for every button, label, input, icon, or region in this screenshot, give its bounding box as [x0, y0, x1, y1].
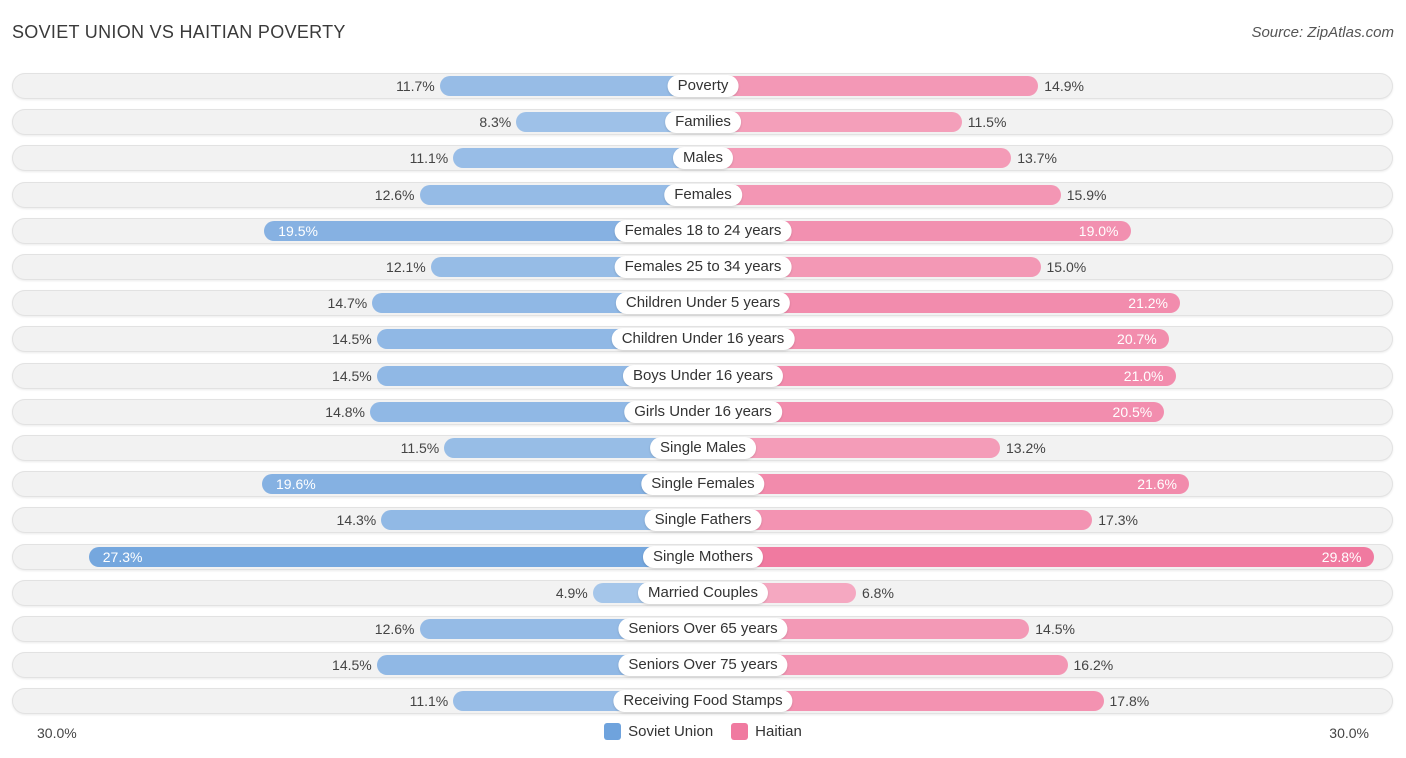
- bar-haitian-females[interactable]: [703, 185, 1061, 205]
- value-label-soviet-union-seniors-over-75-years: 14.5%: [332, 657, 372, 673]
- bar-soviet-union-families[interactable]: [516, 112, 703, 132]
- bar-haitian-single-fathers[interactable]: [703, 510, 1093, 530]
- bar-soviet-union-boys-under-16-years[interactable]: [376, 366, 703, 386]
- bar-haitian-single-females[interactable]: [703, 474, 1189, 494]
- bar-soviet-union-males[interactable]: [453, 148, 703, 168]
- value-label-haitian-families: 11.5%: [967, 114, 1007, 130]
- category-label-males: Males: [672, 147, 734, 169]
- category-label-seniors-over-65-years: Seniors Over 65 years: [618, 618, 788, 640]
- value-label-soviet-union-females-25-to-34-years: 12.1%: [386, 259, 426, 275]
- category-label-seniors-over-75-years: Seniors Over 75 years: [618, 654, 788, 676]
- category-label-single-mothers: Single Mothers: [642, 546, 764, 568]
- value-label-haitian-receiving-food-stamps: 17.8%: [1109, 693, 1150, 709]
- value-label-haitian-girls-under-16-years: 20.5%: [1112, 404, 1153, 420]
- value-label-soviet-union-poverty: 11.7%: [396, 78, 435, 94]
- value-label-haitian-single-females: 21.6%: [1137, 476, 1177, 492]
- value-label-soviet-union-females-18-to-24-years: 19.5%: [278, 223, 318, 239]
- bar-soviet-union-females[interactable]: [419, 185, 703, 205]
- bar-haitian-males[interactable]: [703, 148, 1012, 168]
- value-label-soviet-union-single-mothers: 27.3%: [102, 549, 143, 565]
- value-label-haitian-single-fathers: 17.3%: [1098, 512, 1138, 528]
- value-label-haitian-boys-under-16-years: 21.0%: [1123, 368, 1164, 384]
- category-label-females: Females: [664, 184, 742, 206]
- value-label-soviet-union-single-fathers: 14.3%: [336, 512, 377, 528]
- bar-soviet-union-single-males[interactable]: [444, 438, 703, 458]
- category-label-females-18-to-24-years: Females 18 to 24 years: [614, 220, 792, 242]
- bar-haitian-poverty[interactable]: [703, 76, 1039, 96]
- value-label-soviet-union-single-females: 19.6%: [276, 476, 316, 492]
- value-label-soviet-union-girls-under-16-years: 14.8%: [325, 404, 365, 420]
- bar-soviet-union-girls-under-16-years[interactable]: [370, 402, 703, 422]
- category-label-families: Families: [665, 111, 741, 133]
- category-label-married-couples: Married Couples: [637, 582, 769, 604]
- value-label-haitian-seniors-over-65-years: 14.5%: [1035, 621, 1075, 637]
- value-label-haitian-females-25-to-34-years: 15.0%: [1046, 259, 1087, 275]
- value-label-soviet-union-married-couples: 4.9%: [555, 585, 588, 601]
- value-label-soviet-union-boys-under-16-years: 14.5%: [332, 368, 372, 384]
- value-label-haitian-children-under-5-years: 21.2%: [1128, 295, 1168, 311]
- value-label-soviet-union-families: 8.3%: [479, 114, 512, 130]
- bar-haitian-girls-under-16-years[interactable]: [703, 402, 1165, 422]
- value-label-soviet-union-receiving-food-stamps: 11.1%: [409, 693, 449, 709]
- legend: Soviet Union Haitian: [0, 723, 1406, 740]
- category-label-children-under-5-years: Children Under 5 years: [615, 292, 791, 314]
- bar-haitian-receiving-food-stamps[interactable]: [703, 691, 1104, 711]
- category-label-poverty: Poverty: [667, 75, 739, 97]
- category-label-single-fathers: Single Fathers: [644, 509, 762, 531]
- legend-item-haitian[interactable]: Haitian: [731, 723, 802, 740]
- axis-label-left: 30.0%: [37, 725, 77, 741]
- legend-item-soviet-union[interactable]: Soviet Union: [604, 723, 713, 740]
- value-label-haitian-single-males: 13.2%: [1006, 440, 1046, 456]
- bar-haitian-single-mothers[interactable]: [703, 547, 1374, 567]
- category-label-girls-under-16-years: Girls Under 16 years: [624, 401, 782, 423]
- bar-soviet-union-females-18-to-24-years[interactable]: [264, 221, 703, 241]
- value-label-soviet-union-children-under-16-years: 14.5%: [332, 331, 372, 347]
- value-label-haitian-females-18-to-24-years: 19.0%: [1078, 223, 1119, 239]
- bar-haitian-children-under-5-years[interactable]: [703, 293, 1180, 313]
- legend-swatch-haitian: [731, 723, 749, 740]
- value-label-soviet-union-seniors-over-65-years: 12.6%: [374, 621, 415, 637]
- value-label-haitian-males: 13.7%: [1017, 150, 1057, 166]
- value-label-soviet-union-males: 11.1%: [409, 150, 449, 166]
- bar-haitian-children-under-16-years[interactable]: [703, 329, 1169, 349]
- value-label-soviet-union-single-males: 11.5%: [400, 440, 440, 456]
- value-label-soviet-union-children-under-5-years: 14.7%: [327, 295, 368, 311]
- value-label-haitian-females: 15.9%: [1066, 187, 1107, 203]
- axis-label-right: 30.0%: [1329, 725, 1369, 741]
- value-label-haitian-poverty: 14.9%: [1044, 78, 1084, 94]
- category-label-single-males: Single Males: [650, 437, 756, 459]
- bar-haitian-females-18-to-24-years[interactable]: [703, 221, 1131, 241]
- category-label-receiving-food-stamps: Receiving Food Stamps: [613, 690, 793, 712]
- value-label-soviet-union-females: 12.6%: [374, 187, 415, 203]
- bar-soviet-union-single-mothers[interactable]: [88, 547, 703, 567]
- bar-haitian-boys-under-16-years[interactable]: [703, 366, 1176, 386]
- value-label-haitian-single-mothers: 29.8%: [1321, 549, 1362, 565]
- category-label-females-25-to-34-years: Females 25 to 34 years: [614, 256, 792, 278]
- legend-label-haitian: Haitian: [755, 723, 802, 740]
- category-label-single-females: Single Females: [641, 473, 765, 495]
- bar-haitian-single-males[interactable]: [703, 438, 1000, 458]
- value-label-haitian-married-couples: 6.8%: [862, 585, 894, 601]
- category-label-children-under-16-years: Children Under 16 years: [611, 328, 795, 350]
- category-label-boys-under-16-years: Boys Under 16 years: [622, 365, 784, 387]
- source-label: Source: ZipAtlas.com: [1251, 24, 1394, 41]
- bar-haitian-families[interactable]: [703, 112, 962, 132]
- bar-soviet-union-single-females[interactable]: [262, 474, 703, 494]
- bar-haitian-seniors-over-75-years[interactable]: [703, 655, 1068, 675]
- bar-soviet-union-poverty[interactable]: [439, 76, 703, 96]
- bar-soviet-union-single-fathers[interactable]: [381, 510, 703, 530]
- value-label-haitian-seniors-over-75-years: 16.2%: [1073, 657, 1114, 673]
- value-label-haitian-children-under-16-years: 20.7%: [1117, 331, 1157, 347]
- legend-swatch-soviet-union: [604, 723, 622, 740]
- chart-title: SOVIET UNION VS HAITIAN POVERTY: [12, 22, 346, 42]
- legend-label-soviet-union: Soviet Union: [628, 723, 714, 740]
